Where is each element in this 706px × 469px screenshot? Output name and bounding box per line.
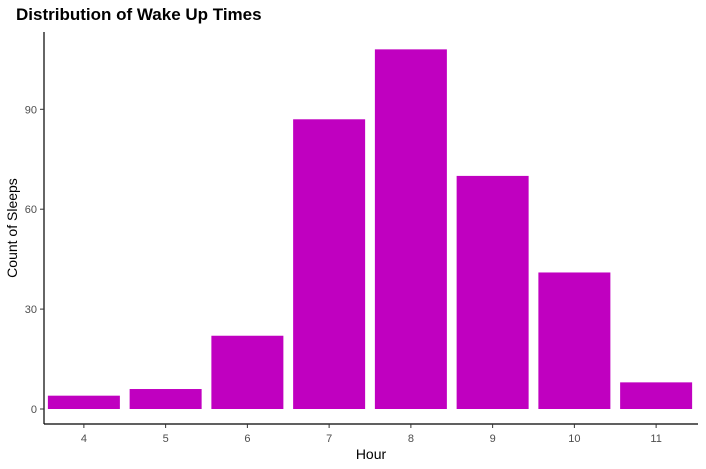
y-tick-label: 30 xyxy=(25,304,37,316)
bar-hour-4 xyxy=(47,395,120,409)
x-tick-label: 7 xyxy=(326,433,332,445)
x-ticks-layer: 4 5 6 7 8 9 10 11 xyxy=(81,424,662,445)
y-tick-label: 60 xyxy=(25,204,37,216)
bar-hour-6 xyxy=(211,335,284,409)
bars-layer xyxy=(47,49,693,410)
bar-hour-7 xyxy=(293,119,366,409)
chart-title: Distribution of Wake Up Times xyxy=(16,5,262,24)
x-tick-label: 8 xyxy=(408,433,414,445)
y-tick-label: 90 xyxy=(25,104,37,116)
y-ticks-layer: 0 30 60 90 xyxy=(25,104,44,416)
y-tick-label: 0 xyxy=(31,404,37,416)
bar-hour-5 xyxy=(129,389,202,409)
x-tick-label: 11 xyxy=(650,433,661,445)
x-tick-label: 6 xyxy=(244,433,250,445)
bar-hour-9 xyxy=(456,175,529,409)
x-tick-label: 5 xyxy=(163,433,169,445)
y-axis-label: Count of Sleeps xyxy=(4,178,20,278)
bar-hour-10 xyxy=(538,272,611,409)
x-tick-label: 9 xyxy=(490,433,496,445)
bar-hour-8 xyxy=(374,49,447,410)
x-tick-label: 4 xyxy=(81,433,87,445)
x-tick-label: 10 xyxy=(568,433,580,445)
x-axis-label: Hour xyxy=(356,446,387,462)
bar-hour-11 xyxy=(620,382,693,409)
